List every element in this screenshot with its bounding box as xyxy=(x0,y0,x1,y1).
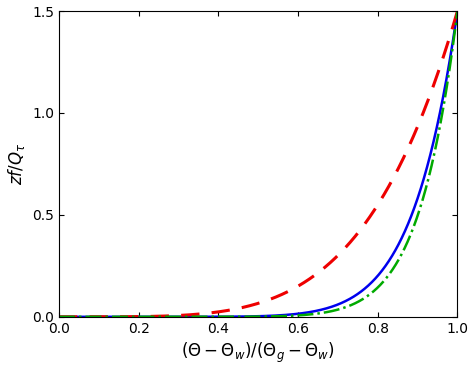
X-axis label: $(\Theta - \Theta_w)/(\Theta_g - \Theta_w)$: $(\Theta - \Theta_w)/(\Theta_g - \Theta_… xyxy=(182,341,335,365)
Y-axis label: $zf/Q_{\tau}$: $zf/Q_{\tau}$ xyxy=(6,143,27,185)
